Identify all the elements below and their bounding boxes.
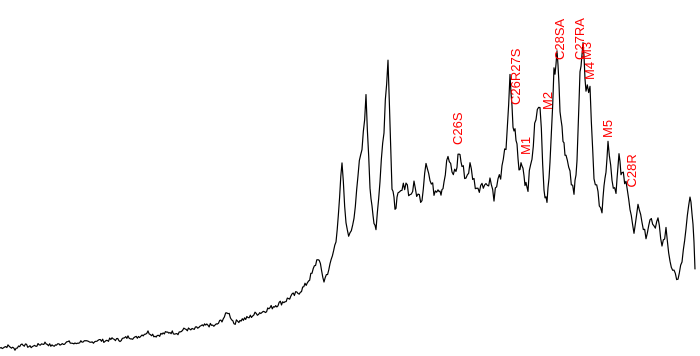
peak-label-c28r: C28R	[624, 154, 639, 187]
peak-label-m4: M4	[582, 62, 597, 80]
peak-label-c28sa: C28SA	[552, 18, 567, 60]
chromatogram-trace	[0, 42, 696, 351]
peak-label-c26s: C26S	[450, 112, 465, 145]
peak-label-m3: M3	[579, 42, 594, 60]
peak-label-m2: M2	[540, 92, 555, 110]
peak-label-m1: M1	[518, 137, 533, 155]
peak-label-c27ra: C27RA	[572, 18, 587, 60]
peak-label-m5: M5	[600, 120, 615, 138]
peak-label-c26r27s: C26R27S	[508, 48, 523, 105]
